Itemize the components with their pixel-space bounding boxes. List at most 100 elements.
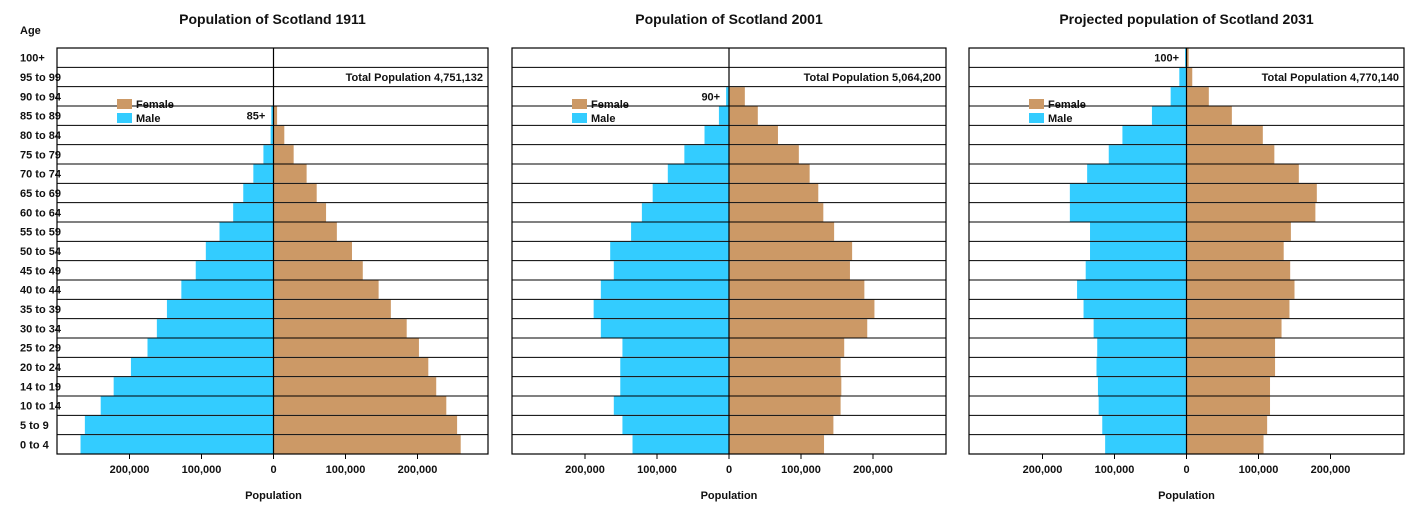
male-bar xyxy=(1151,106,1187,125)
age-group-label: 60 to 64 xyxy=(20,207,62,219)
x-tick-label: 0 xyxy=(270,464,276,476)
legend-female-label: Female xyxy=(1048,99,1086,111)
female-bar xyxy=(729,415,834,435)
x-tick-label: 100,000 xyxy=(1239,464,1279,476)
male-bar xyxy=(641,203,729,222)
male-bar xyxy=(1085,261,1187,280)
age-group-label: 75 to 79 xyxy=(20,149,61,161)
x-tick-label: 200,000 xyxy=(1023,464,1063,476)
age-group-label: 45 to 49 xyxy=(20,265,61,277)
age-group-label: 55 to 59 xyxy=(20,227,61,239)
male-bar xyxy=(253,164,274,183)
male-bar xyxy=(233,203,274,222)
male-bar xyxy=(1105,435,1187,454)
age-group-label: 20 to 24 xyxy=(20,362,62,374)
male-bar xyxy=(1185,48,1187,67)
top-age-label: 100+ xyxy=(1154,53,1179,65)
female-bar xyxy=(1186,125,1263,145)
female-bar xyxy=(729,106,758,125)
x-axis-label: Population xyxy=(245,490,302,502)
male-bar xyxy=(652,183,729,203)
male-bar xyxy=(684,145,729,164)
female-bar xyxy=(1186,299,1290,319)
x-tick-label: 200,000 xyxy=(853,464,893,476)
age-group-label: 35 to 39 xyxy=(20,304,61,316)
legend-female-label: Female xyxy=(591,99,629,111)
female-bar xyxy=(273,299,391,319)
x-tick-label: 100,000 xyxy=(637,464,677,476)
female-bar xyxy=(729,280,865,299)
female-bar xyxy=(1186,357,1276,377)
male-bar xyxy=(195,261,274,280)
female-bar xyxy=(1186,280,1295,299)
x-tick-label: 0 xyxy=(1183,464,1189,476)
total-population-label: Total Population 4,751,132 xyxy=(346,72,483,84)
age-group-label: 80 to 84 xyxy=(20,130,62,142)
female-bar xyxy=(729,338,845,357)
female-bar xyxy=(729,357,841,377)
male-bar xyxy=(593,299,729,319)
male-bar xyxy=(130,357,274,377)
male-bar xyxy=(1098,396,1187,415)
male-bar xyxy=(600,319,729,338)
female-bar xyxy=(273,357,429,377)
female-bar xyxy=(729,222,835,241)
female-bar xyxy=(729,299,875,319)
male-bar xyxy=(100,396,274,415)
age-group-label: 25 to 29 xyxy=(20,343,61,355)
male-bar xyxy=(1102,415,1187,435)
male-bar xyxy=(1069,203,1187,222)
female-bar xyxy=(729,203,824,222)
male-bar xyxy=(1179,67,1187,87)
female-bar xyxy=(729,183,819,203)
female-bar xyxy=(273,183,317,203)
male-bar xyxy=(1090,241,1187,261)
female-bar xyxy=(1186,183,1317,203)
age-group-label: 10 to 14 xyxy=(20,401,62,413)
x-axis-label: Population xyxy=(1158,490,1215,502)
legend-female-label: Female xyxy=(136,99,174,111)
plot-frame xyxy=(56,47,489,455)
x-tick-label: 100,000 xyxy=(1095,464,1135,476)
female-bar xyxy=(273,377,437,396)
female-bar xyxy=(1186,106,1232,125)
x-tick-label: 0 xyxy=(726,464,732,476)
male-bar xyxy=(270,125,274,145)
female-bar xyxy=(729,319,868,338)
chart-title: Projected population of Scotland 2031 xyxy=(1059,11,1314,27)
age-group-label: 90 to 94 xyxy=(20,91,62,103)
female-bar xyxy=(1186,241,1284,261)
female-bar xyxy=(729,241,853,261)
legend-male-swatch xyxy=(1029,113,1044,123)
male-bar xyxy=(631,222,729,241)
female-bar xyxy=(1186,67,1193,87)
x-tick-label: 200,000 xyxy=(565,464,605,476)
female-bar xyxy=(1186,48,1189,67)
female-bar xyxy=(273,280,379,299)
chart-title: Population of Scotland 2001 xyxy=(635,11,823,27)
male-bar xyxy=(704,125,729,145)
male-bar xyxy=(1087,164,1187,183)
male-bar xyxy=(1083,299,1187,319)
male-bar xyxy=(1097,377,1187,396)
female-bar xyxy=(1186,164,1299,183)
male-bar xyxy=(726,87,729,106)
male-bar xyxy=(243,183,274,203)
age-group-label: 30 to 34 xyxy=(20,323,62,335)
age-group-label: 95 to 99 xyxy=(20,72,61,84)
male-bar xyxy=(1093,319,1187,338)
female-bar xyxy=(729,87,745,106)
female-bar xyxy=(273,435,461,454)
female-bar xyxy=(729,435,825,454)
male-bar xyxy=(1097,338,1187,357)
female-bar xyxy=(1186,145,1275,164)
x-tick-label: 200,000 xyxy=(398,464,438,476)
legend-female-swatch xyxy=(1029,99,1044,109)
female-bar xyxy=(729,377,842,396)
male-bar xyxy=(1069,183,1187,203)
female-bar xyxy=(729,396,841,415)
male-bar xyxy=(113,377,274,396)
male-bar xyxy=(181,280,274,299)
male-bar xyxy=(1090,222,1187,241)
female-bar xyxy=(1186,338,1276,357)
